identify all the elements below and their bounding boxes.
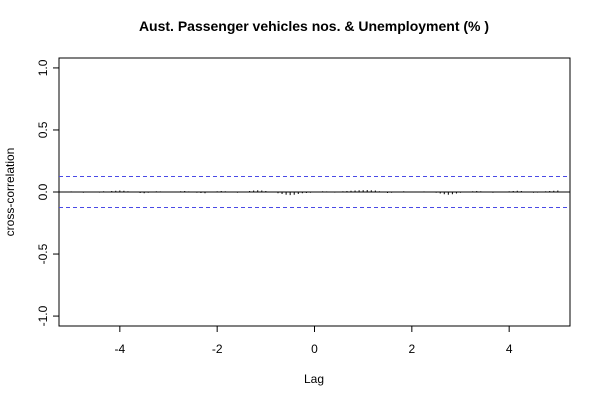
y-tick-label: 0.0 xyxy=(36,183,50,200)
chart-title: Aust. Passenger vehicles nos. & Unemploy… xyxy=(139,18,489,34)
plot-area: -4 -2 0 2 4 -1.0 -0.5 0.0 0.5 1.0 xyxy=(36,57,571,356)
x-tick-label: 2 xyxy=(408,342,415,356)
y-tick-label: 1.0 xyxy=(36,59,50,76)
x-axis-label: Lag xyxy=(304,372,324,386)
y-tick-label: -0.5 xyxy=(36,243,50,264)
y-tick-label: 0.5 xyxy=(36,121,50,138)
y-axis-label: cross-correlation xyxy=(3,148,17,237)
x-tick-label: 0 xyxy=(311,342,318,356)
y-tick-label: -1.0 xyxy=(36,305,50,326)
x-tick-label: -2 xyxy=(212,342,223,356)
x-tick-label: 4 xyxy=(506,342,513,356)
x-tick-label: -4 xyxy=(114,342,125,356)
